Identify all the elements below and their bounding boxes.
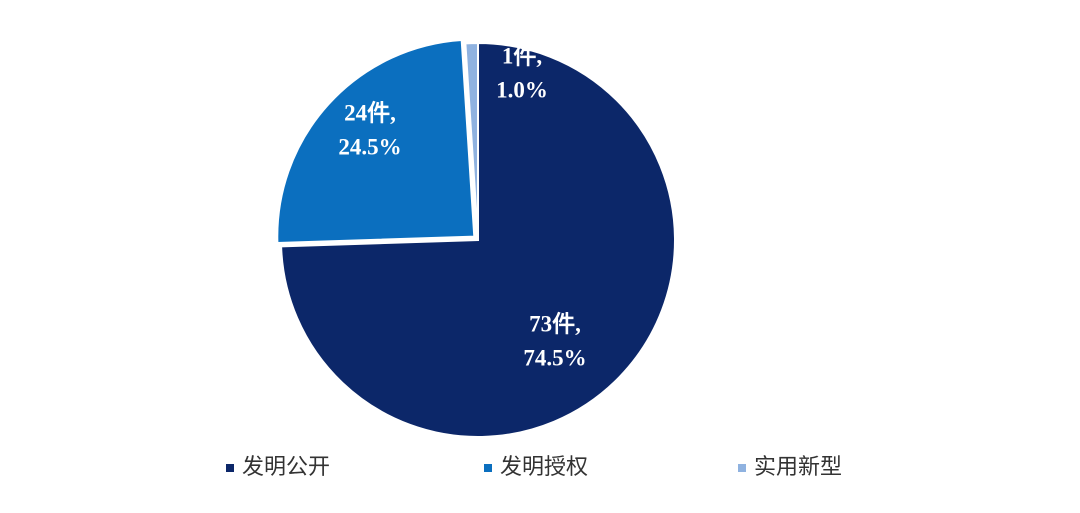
legend-swatch xyxy=(484,464,492,472)
data-label: 74.5% xyxy=(523,345,586,370)
legend-label: 发明授权 xyxy=(500,455,588,480)
legend-swatch xyxy=(738,464,746,472)
data-label: 1件, xyxy=(502,43,542,68)
pie-slice xyxy=(276,38,476,244)
data-label: 1.0% xyxy=(496,77,548,102)
data-label: 24.5% xyxy=(338,134,401,159)
data-label: 24件, xyxy=(344,100,396,125)
legend-swatch xyxy=(226,464,234,472)
data-label: 73件, xyxy=(529,311,581,336)
pie-slice xyxy=(464,41,479,241)
legend-label: 发明公开 xyxy=(242,455,330,480)
legend-label: 实用新型 xyxy=(754,455,842,480)
